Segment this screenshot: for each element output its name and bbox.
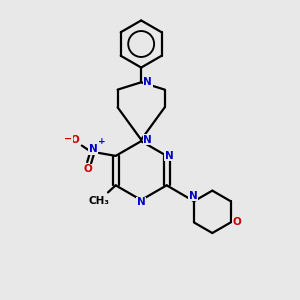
Text: N: N: [143, 135, 152, 145]
Text: N: N: [189, 191, 198, 201]
Text: −: −: [64, 134, 72, 144]
Text: N: N: [137, 197, 146, 207]
Text: N: N: [165, 151, 173, 161]
Text: N: N: [143, 77, 152, 87]
Text: N: N: [88, 144, 98, 154]
Text: +: +: [98, 137, 106, 146]
Text: O: O: [71, 135, 80, 145]
Text: O: O: [233, 218, 242, 227]
Text: CH₃: CH₃: [88, 196, 109, 206]
Text: O: O: [83, 164, 92, 174]
